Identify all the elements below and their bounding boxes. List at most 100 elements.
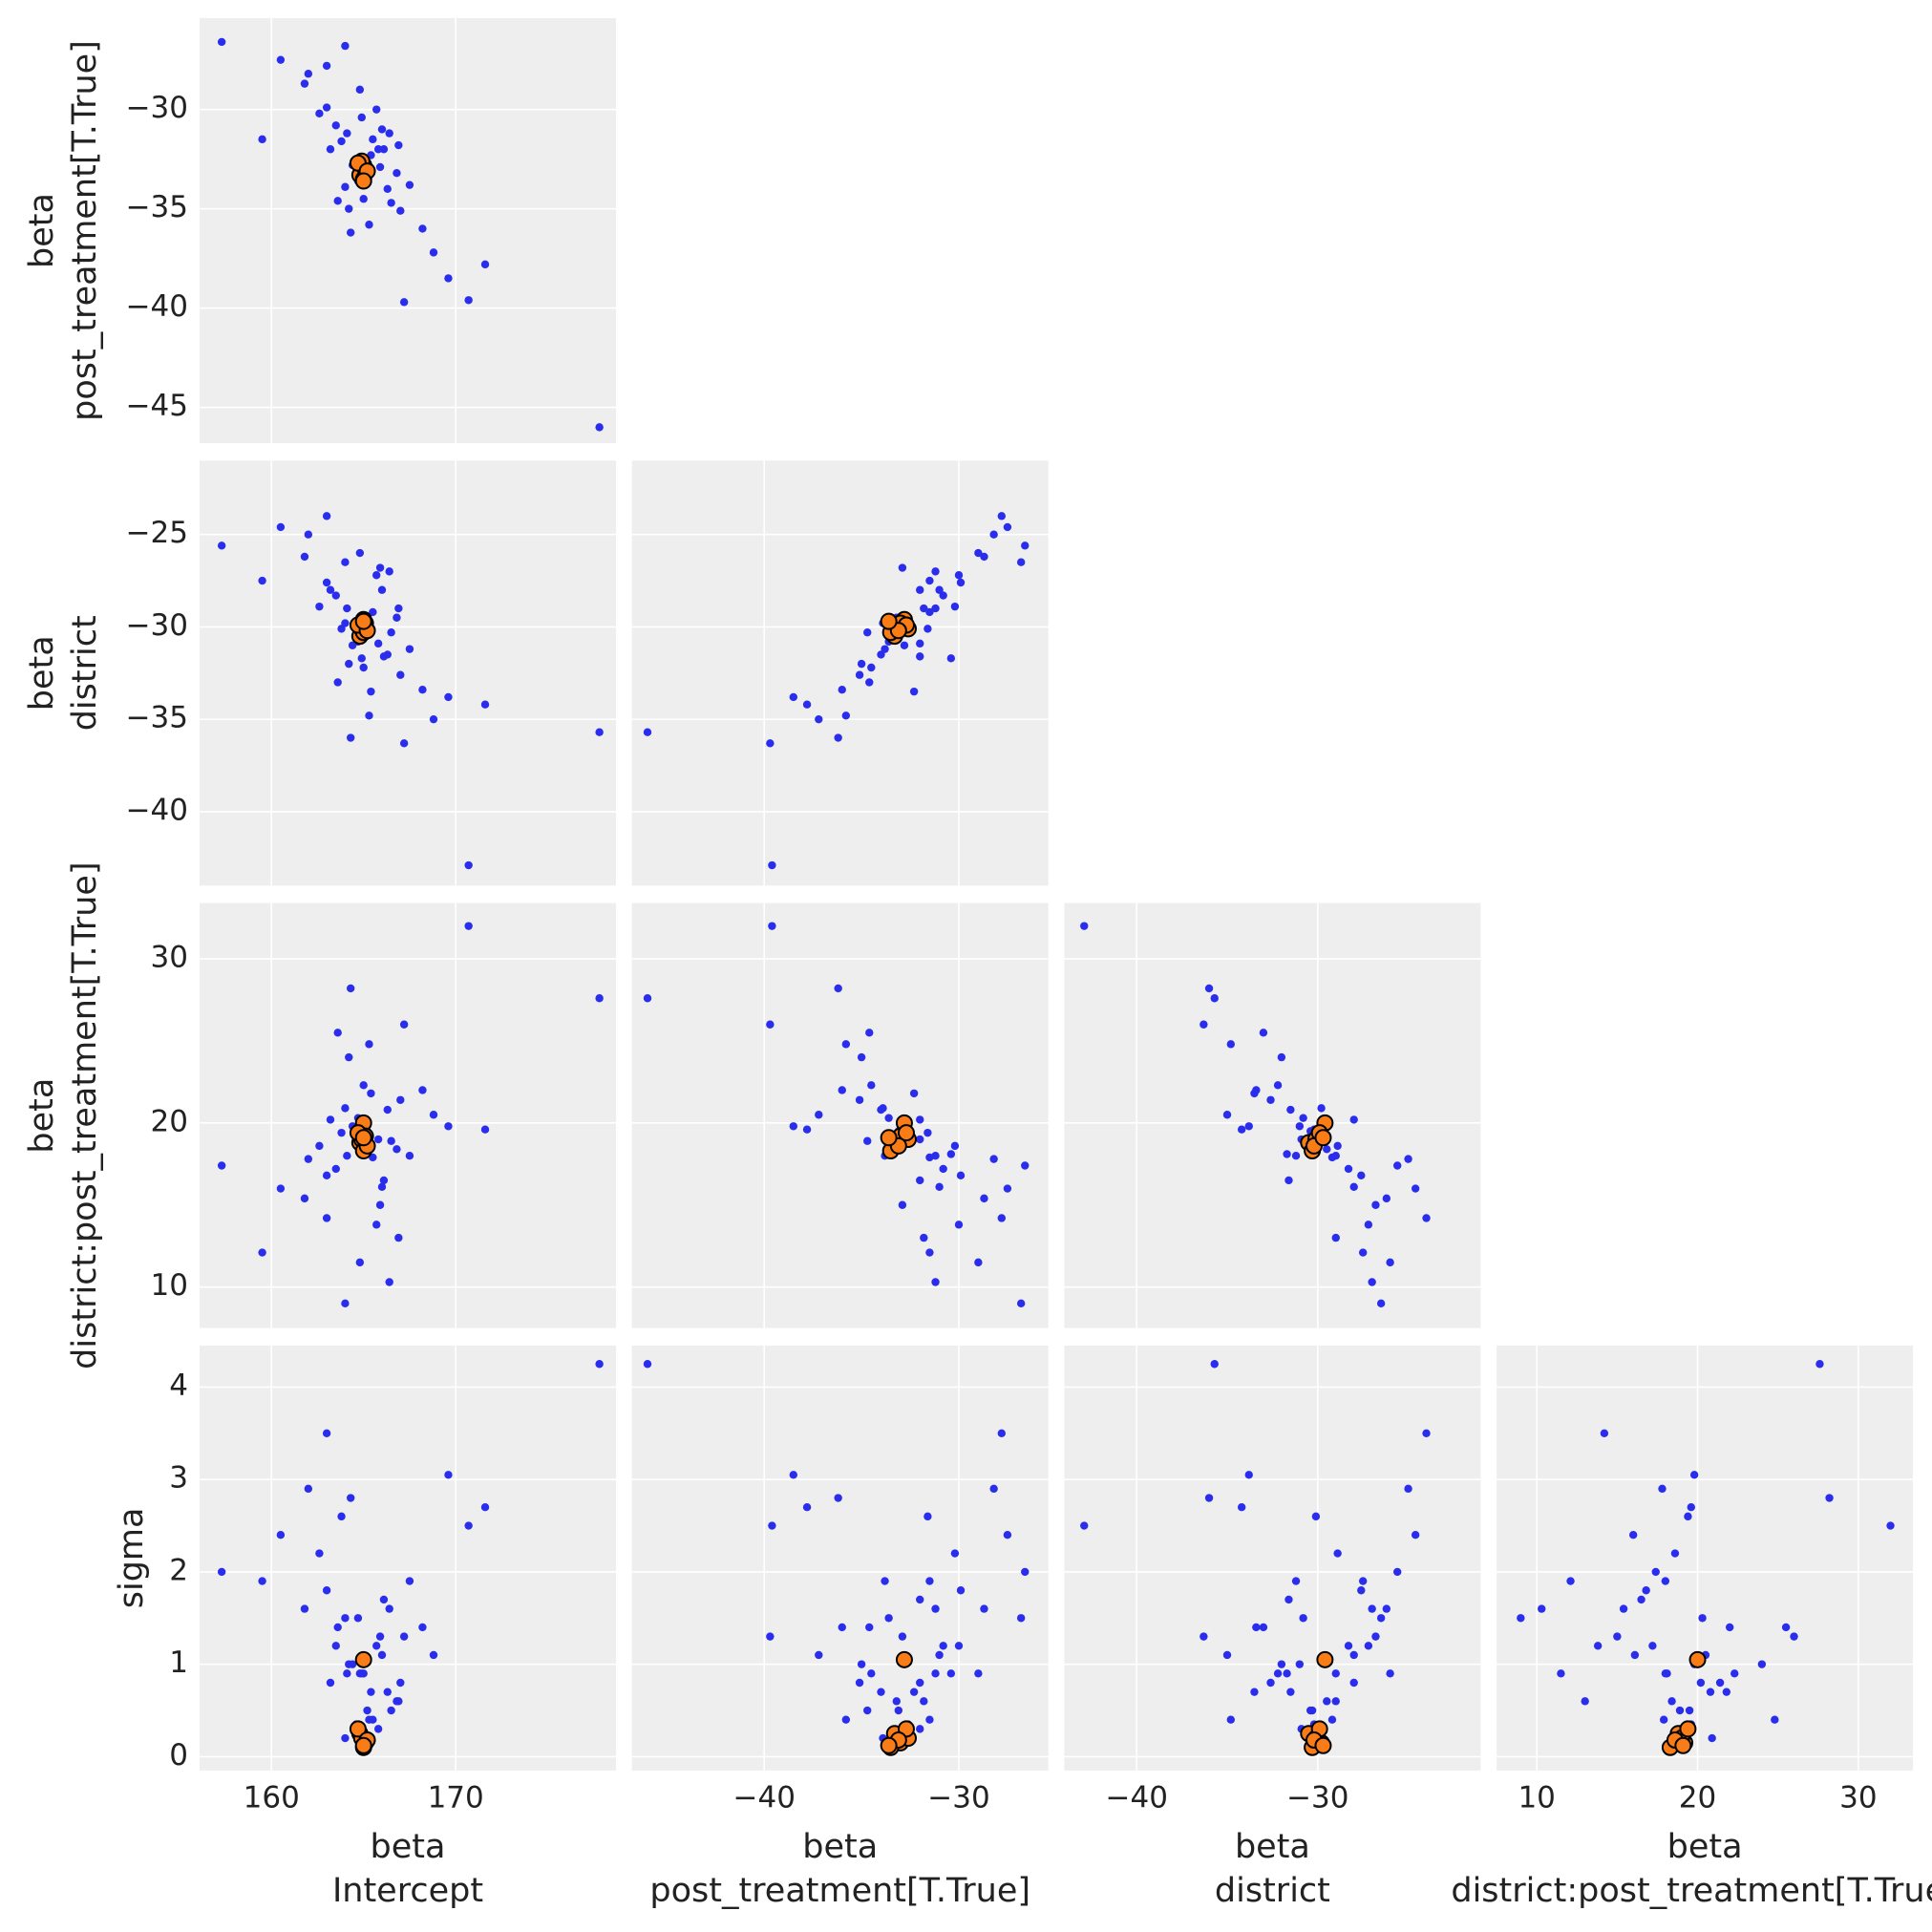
sample-point <box>258 1577 266 1585</box>
sample-point <box>1080 1521 1089 1530</box>
sample-point <box>802 1125 812 1134</box>
sample-point <box>789 692 798 702</box>
panel-background <box>200 902 616 1328</box>
sample-point <box>1613 1632 1622 1641</box>
x-axis-label: post_treatment[T.True] <box>649 1872 1030 1910</box>
sample-point <box>643 728 652 736</box>
divergent-point <box>1674 1736 1692 1754</box>
sample-point <box>258 576 266 585</box>
divergent-point <box>1316 1650 1334 1668</box>
sample-point <box>394 140 403 150</box>
sample-point <box>879 1104 887 1113</box>
sample-point <box>322 61 331 71</box>
sample-point <box>377 125 387 134</box>
sample-point <box>1021 1161 1030 1170</box>
divergent-point <box>1314 1129 1332 1147</box>
sample-point <box>768 922 776 930</box>
sample-point <box>1815 1360 1824 1369</box>
sample-point <box>924 1128 932 1137</box>
points <box>643 922 1030 1308</box>
sample-point <box>595 994 604 1003</box>
sample-point <box>841 1715 851 1724</box>
sample-point <box>1259 1623 1268 1632</box>
sample-point <box>925 1715 934 1724</box>
sample-point <box>258 135 266 144</box>
sample-point <box>405 180 414 189</box>
sample-point <box>1273 1081 1283 1090</box>
sample-point <box>931 1604 940 1613</box>
sample-point <box>1299 1114 1307 1122</box>
x-axis-label: beta <box>371 1828 446 1866</box>
sample-point <box>372 1221 381 1229</box>
sample-point <box>345 204 353 213</box>
sample-point <box>375 1632 385 1641</box>
y-tick-label: −45 <box>126 389 188 423</box>
sample-point <box>954 571 964 580</box>
sample-point <box>1003 1184 1012 1193</box>
sample-point <box>304 70 313 78</box>
sample-point <box>394 604 403 613</box>
sample-point <box>359 663 368 672</box>
sample-point <box>802 1502 812 1512</box>
sample-point <box>946 1669 956 1678</box>
sample-point <box>300 552 309 562</box>
points <box>643 1360 1030 1756</box>
y-tick-label: −35 <box>126 190 188 224</box>
sample-point <box>768 1521 776 1530</box>
sample-point <box>838 686 846 694</box>
sample-point <box>326 145 335 154</box>
sample-point <box>925 607 934 617</box>
sample-point <box>909 687 919 696</box>
sample-point <box>379 652 389 661</box>
divergent-point <box>880 1736 898 1754</box>
panel-background <box>631 460 1049 886</box>
sample-point <box>1368 1604 1376 1613</box>
sample-point <box>418 686 427 694</box>
sample-point <box>217 1567 226 1577</box>
sample-point <box>766 739 775 748</box>
sample-point <box>444 1122 453 1131</box>
x-tick-label: 30 <box>1839 1780 1877 1815</box>
sample-point <box>300 1604 309 1613</box>
sample-point <box>405 645 414 653</box>
sample-point <box>1722 1688 1731 1696</box>
sample-point <box>863 628 872 637</box>
sample-point <box>1581 1697 1589 1706</box>
sample-point <box>418 224 427 233</box>
sample-point <box>1771 1715 1779 1724</box>
panel-background <box>631 1345 1049 1771</box>
sample-point <box>1715 1678 1725 1688</box>
sample-point <box>1021 541 1030 550</box>
sample-point <box>315 1141 324 1151</box>
y-tick-label: −35 <box>126 701 188 735</box>
divergent-point <box>354 1736 372 1754</box>
sample-point <box>385 129 393 138</box>
sample-point <box>387 1706 395 1715</box>
sample-point <box>1670 1549 1680 1558</box>
sample-point <box>429 248 438 257</box>
sample-point <box>1689 1471 1699 1479</box>
sample-point <box>341 558 350 566</box>
sample-point <box>1661 1577 1670 1585</box>
sample-point <box>946 1150 956 1158</box>
sample-point <box>950 1141 960 1151</box>
sample-point <box>1349 1182 1358 1192</box>
sample-point <box>980 1604 988 1613</box>
sample-point <box>304 1155 313 1163</box>
panel <box>631 1345 1049 1771</box>
sample-point <box>385 1278 393 1286</box>
sample-point <box>337 1512 346 1521</box>
sample-point <box>372 105 381 114</box>
sample-point <box>322 1171 331 1180</box>
y-tick-label: 1 <box>169 1645 188 1680</box>
sample-point <box>1327 1153 1337 1162</box>
sample-point <box>877 1688 885 1696</box>
sample-point <box>855 1678 864 1688</box>
sample-point <box>1725 1623 1734 1632</box>
sample-point <box>1386 1258 1394 1267</box>
sample-point <box>1630 1650 1640 1660</box>
sample-point <box>1299 1614 1307 1623</box>
sample-point <box>1637 1595 1645 1604</box>
sample-point <box>956 1586 966 1595</box>
y-tick-label: 3 <box>169 1461 188 1496</box>
